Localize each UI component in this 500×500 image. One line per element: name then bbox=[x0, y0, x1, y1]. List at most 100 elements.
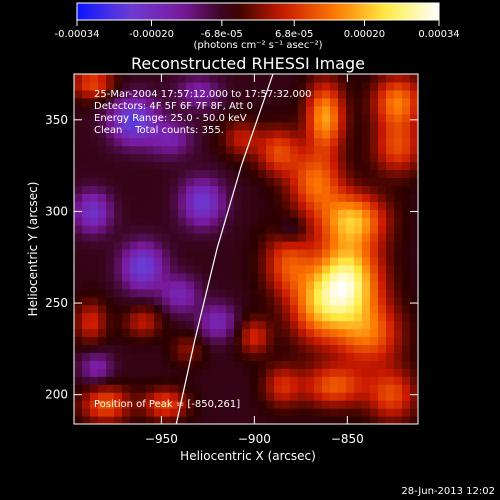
heatmap-cell bbox=[138, 249, 147, 258]
heatmap-cell bbox=[346, 304, 355, 314]
heatmap-cell bbox=[394, 416, 403, 424]
heatmap-cell bbox=[362, 97, 371, 107]
heatmap-cell bbox=[394, 193, 403, 202]
heatmap-cell bbox=[218, 384, 227, 393]
heatmap-cell bbox=[114, 408, 123, 417]
heatmap-cell bbox=[274, 312, 283, 322]
heatmap-cell bbox=[114, 105, 123, 115]
heatmap-cell bbox=[170, 264, 179, 274]
heatmap-cell bbox=[82, 169, 91, 179]
heatmap-cell bbox=[146, 320, 155, 330]
heatmap-cell bbox=[290, 105, 299, 115]
heatmap-cell bbox=[370, 384, 379, 393]
heatmap-cell bbox=[250, 304, 259, 314]
heatmap-cell bbox=[138, 201, 147, 210]
heatmap-cell bbox=[306, 336, 315, 346]
heatmap-cell bbox=[186, 344, 195, 354]
heatmap-cell bbox=[314, 193, 323, 202]
heatmap-cell bbox=[362, 225, 371, 234]
heatmap-cell bbox=[258, 336, 267, 346]
heatmap-cell bbox=[138, 169, 147, 179]
heatmap-cell bbox=[378, 145, 387, 155]
heatmap-cell bbox=[274, 233, 283, 242]
heatmap-cell bbox=[266, 161, 275, 171]
heatmap-cell bbox=[90, 272, 99, 282]
heatmap-cell bbox=[130, 233, 139, 242]
heatmap-cell bbox=[306, 376, 315, 385]
heatmap-cell bbox=[154, 209, 163, 218]
heatmap-cell bbox=[274, 384, 283, 393]
heatmap-cell bbox=[362, 177, 371, 186]
heatmap-cell bbox=[178, 121, 187, 131]
heatmap-cell bbox=[178, 272, 187, 282]
heatmap-cell bbox=[290, 161, 299, 171]
heatmap-cell bbox=[82, 392, 91, 401]
heatmap-cell bbox=[138, 336, 147, 346]
heatmap-cell bbox=[282, 392, 291, 401]
heatmap-cell bbox=[394, 392, 403, 401]
heatmap-cell bbox=[194, 328, 203, 338]
heatmap-cell bbox=[226, 416, 235, 424]
heatmap-cell bbox=[170, 256, 179, 266]
heatmap-cell bbox=[370, 304, 379, 314]
heatmap-cell bbox=[282, 241, 291, 250]
heatmap-cell bbox=[82, 241, 91, 250]
heatmap-cell bbox=[106, 81, 115, 91]
heatmap-cell bbox=[162, 352, 171, 361]
heatmap-cell bbox=[210, 280, 219, 290]
heatmap-cell bbox=[354, 97, 363, 107]
heatmap-cell bbox=[346, 408, 355, 417]
heatmap-cell bbox=[210, 153, 219, 163]
heatmap-cell bbox=[170, 249, 179, 258]
footer-timestamp: 28-Jun-2013 12:02 bbox=[401, 486, 495, 497]
heatmap-cell bbox=[130, 217, 139, 226]
heatmap-cell bbox=[338, 272, 347, 282]
heatmap-cell bbox=[218, 288, 227, 298]
heatmap-cell bbox=[90, 161, 99, 171]
heatmap-cell bbox=[402, 256, 411, 266]
heatmap-cell bbox=[154, 113, 163, 123]
heatmap-cell bbox=[378, 153, 387, 163]
heatmap-cell bbox=[178, 137, 187, 147]
heatmap-cell bbox=[186, 280, 195, 290]
heatmap-cell bbox=[402, 121, 411, 131]
heatmap-cell bbox=[82, 312, 91, 322]
heatmap-cell bbox=[354, 272, 363, 282]
heatmap-cell bbox=[82, 113, 91, 123]
heatmap-cell bbox=[346, 113, 355, 123]
heatmap-cell bbox=[162, 153, 171, 163]
heatmap-cell bbox=[122, 153, 131, 163]
heatmap-cell bbox=[154, 137, 163, 147]
heatmap-cell bbox=[154, 89, 163, 99]
heatmap-cell bbox=[178, 400, 187, 409]
heatmap-cell bbox=[114, 177, 123, 186]
heatmap-cell bbox=[98, 416, 107, 424]
heatmap-cell bbox=[162, 185, 171, 194]
heatmap-cell bbox=[258, 328, 267, 338]
heatmap-cell bbox=[74, 328, 83, 338]
heatmap-cell bbox=[106, 201, 115, 210]
heatmap-cell bbox=[394, 209, 403, 218]
heatmap-cell bbox=[258, 376, 267, 385]
heatmap-cell bbox=[242, 153, 251, 163]
annotation-detectors: Detectors: 4F 5F 6F 7F 8F, Att 0 bbox=[94, 101, 253, 112]
heatmap-cell bbox=[90, 360, 99, 369]
heatmap-cell bbox=[282, 105, 291, 115]
heatmap-cell bbox=[394, 256, 403, 266]
heatmap-cell bbox=[210, 137, 219, 147]
heatmap-cell bbox=[146, 185, 155, 194]
heatmap-cell bbox=[130, 145, 139, 155]
heatmap-cell bbox=[82, 201, 91, 210]
heatmap-cell bbox=[338, 145, 347, 155]
heatmap-cell bbox=[82, 97, 91, 107]
heatmap-cell bbox=[314, 169, 323, 179]
heatmap-cell bbox=[250, 249, 259, 258]
heatmap-cell bbox=[130, 392, 139, 401]
heatmap-cell bbox=[210, 209, 219, 218]
heatmap-cell bbox=[114, 153, 123, 163]
heatmap-cell bbox=[298, 97, 307, 107]
x-tick-label: −900 bbox=[238, 432, 271, 446]
heatmap-cell bbox=[162, 89, 171, 99]
heatmap-cell bbox=[98, 368, 107, 377]
heatmap-cell bbox=[354, 296, 363, 306]
